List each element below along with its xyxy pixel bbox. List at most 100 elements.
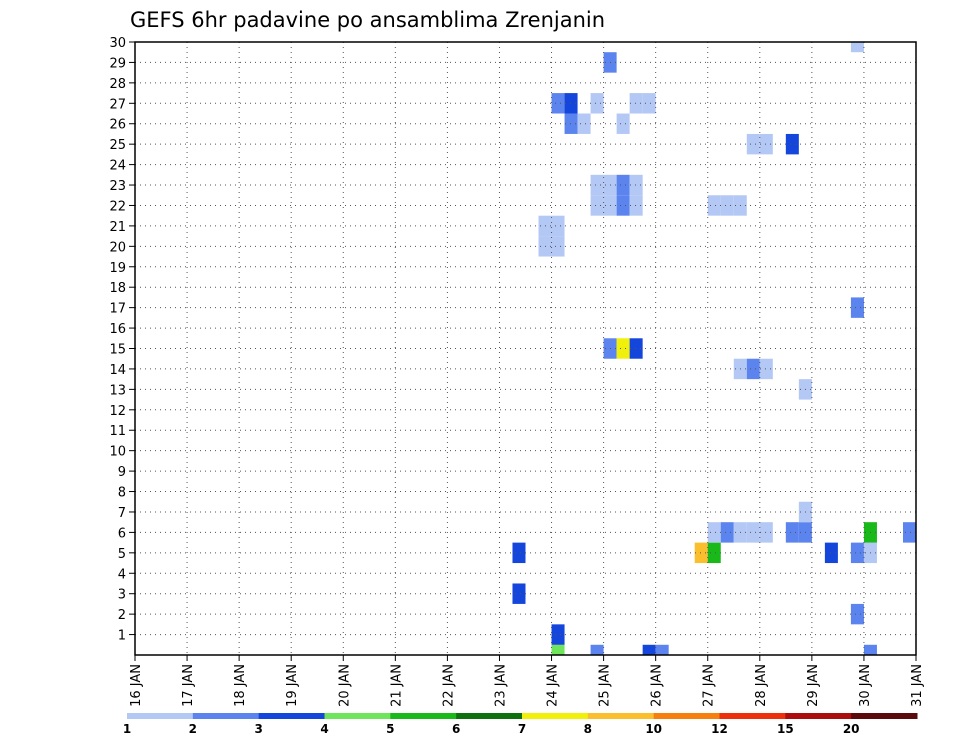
- y-tick-label: 22: [109, 199, 126, 214]
- legend-label: 4: [320, 722, 328, 736]
- color-legend: 1 2 3 4 5 6 7 8 10 12 15 20: [123, 713, 918, 736]
- data-cell-55: [850, 42, 864, 53]
- data-cell-22: [616, 174, 630, 196]
- data-cell-52: [850, 603, 864, 625]
- legend-label: 7: [518, 722, 526, 736]
- y-tick-label: 19: [109, 261, 126, 276]
- x-tick-label: 30 JAN: [858, 664, 873, 707]
- y-tick-label: 3: [118, 588, 126, 603]
- data-cell-28: [642, 93, 656, 114]
- x-tick-label: 24 JAN: [546, 664, 561, 707]
- legend-label: 12: [711, 722, 728, 736]
- data-cell-40: [746, 522, 760, 543]
- x-tick-label: 20 JAN: [337, 664, 352, 707]
- legend-label: 5: [386, 722, 394, 736]
- data-cell-46: [785, 133, 799, 155]
- legend-swatch: [390, 713, 457, 719]
- y-tick-label: 21: [109, 220, 126, 235]
- x-tick-label: 21 JAN: [389, 664, 404, 707]
- y-tick-label: 24: [109, 159, 126, 174]
- chart-title: GEFS 6hr padavine po ansamblima Zrenjani…: [130, 8, 605, 32]
- y-tick-label: 25: [109, 138, 126, 153]
- data-cell-54: [850, 297, 864, 318]
- legend-swatch: [719, 713, 786, 719]
- data-cell-59: [902, 522, 916, 543]
- legend-label: 8: [584, 722, 592, 736]
- data-cell-43: [759, 522, 773, 543]
- data-cell-33: [707, 522, 721, 543]
- data-cell-47: [785, 522, 799, 543]
- legend-swatch: [587, 713, 655, 719]
- x-tick-label: 27 JAN: [702, 664, 717, 707]
- y-tick-label: 23: [109, 179, 126, 194]
- legend-swatch: [324, 713, 391, 719]
- x-axis: 16 JAN 17 JAN 18 JAN 19 JAN 20 JAN 21 JAN 22 J…: [129, 655, 925, 707]
- data-cell-1: [512, 542, 526, 564]
- grid-lines: [135, 42, 916, 655]
- y-tick-label: 5: [118, 547, 126, 562]
- data-cell-0: [512, 583, 526, 604]
- data-cell-29: [642, 644, 656, 655]
- x-tick-label: 26 JAN: [650, 664, 665, 707]
- data-cell-7: [551, 215, 565, 237]
- data-cell-11: [577, 113, 591, 134]
- data-cell-36: [720, 522, 734, 543]
- y-tick-label: 4: [118, 567, 126, 582]
- y-tick-label: 26: [109, 118, 126, 133]
- legend-swatch: [522, 713, 589, 719]
- data-cell-21: [616, 195, 630, 216]
- legend-label: 2: [189, 722, 197, 736]
- x-tick-label: 17 JAN: [181, 664, 196, 707]
- data-cell-45: [759, 133, 773, 155]
- x-tick-label: 29 JAN: [806, 664, 821, 707]
- data-cell-42: [746, 133, 760, 155]
- data-cell-15: [590, 93, 604, 114]
- legend-label: 15: [777, 722, 794, 736]
- data-cell-24: [629, 338, 643, 359]
- legend-label: 1: [123, 722, 131, 736]
- y-tick-label: 6: [118, 526, 126, 541]
- y-tick-label: 27: [109, 97, 126, 112]
- y-tick-label: 7: [118, 506, 126, 521]
- data-cell-8: [551, 93, 565, 114]
- y-tick-label: 14: [109, 363, 126, 378]
- data-cell-13: [590, 195, 604, 216]
- data-cell-53: [850, 542, 864, 564]
- legend-label: 3: [254, 722, 262, 736]
- x-tick-label: 25 JAN: [598, 664, 613, 707]
- legend-label: 6: [452, 722, 460, 736]
- y-tick-label: 28: [109, 77, 126, 92]
- y-tick-label: 1: [118, 629, 126, 644]
- data-cell-23: [616, 113, 630, 134]
- legend-label: 20: [843, 722, 860, 736]
- y-tick-label: 8: [118, 486, 126, 501]
- data-cell-44: [759, 358, 773, 380]
- y-tick-label: 13: [109, 383, 126, 398]
- data-cell-30: [655, 644, 669, 655]
- y-tick-label: 16: [109, 322, 126, 337]
- data-cell-27: [629, 93, 643, 114]
- y-tick-label: 15: [109, 343, 126, 358]
- data-cell-34: [707, 195, 721, 216]
- data-cell-35: [720, 195, 734, 216]
- legend-swatch: [127, 713, 194, 719]
- data-cell-51: [824, 542, 838, 564]
- data-cell-9: [564, 93, 578, 114]
- data-cell-6: [551, 236, 565, 257]
- y-axis: 1234567891011121314151617181920212223242…: [109, 36, 135, 644]
- data-cell-4: [551, 644, 565, 655]
- legend-swatch: [653, 713, 720, 719]
- x-tick-label: 28 JAN: [754, 664, 769, 707]
- data-cell-56: [863, 644, 877, 655]
- data-cell-20: [616, 338, 630, 359]
- data-cell-25: [629, 195, 643, 216]
- y-tick-label: 20: [109, 240, 126, 255]
- data-cell-14: [590, 174, 604, 196]
- x-tick-label: 23 JAN: [493, 664, 508, 707]
- data-cell-26: [629, 174, 643, 196]
- x-tick-label: 18 JAN: [233, 664, 248, 707]
- y-tick-label: 18: [109, 281, 126, 296]
- x-tick-label: 16 JAN: [129, 664, 144, 707]
- data-cell-41: [746, 358, 760, 380]
